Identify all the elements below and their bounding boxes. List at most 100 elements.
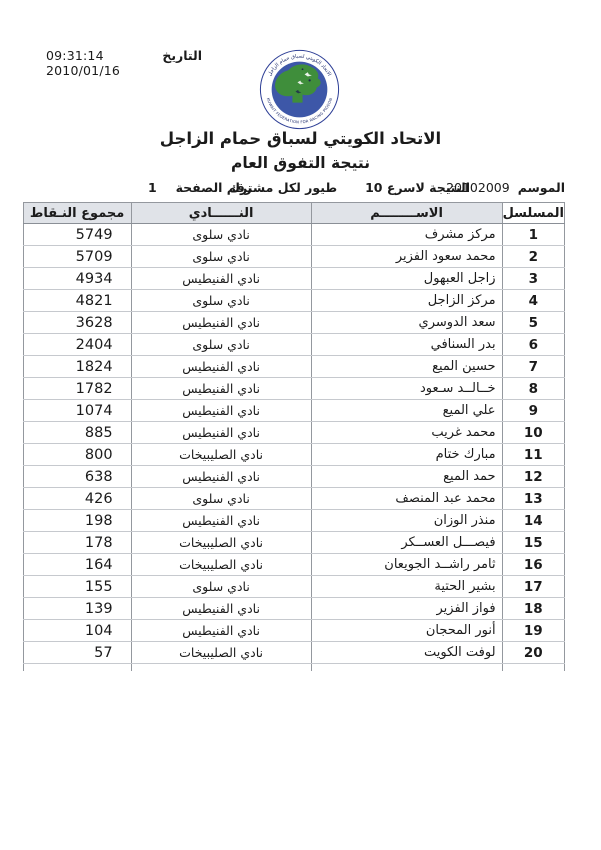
- cell-points: 198: [22, 509, 132, 532]
- cell-points: 1824: [22, 355, 132, 378]
- cell-club: نادي الصليبيخات: [130, 443, 312, 466]
- column-header-points: مجموع النـقاط: [22, 202, 132, 224]
- federation-logo: الاتحاد الكويتي لسباق حمام الزاجل KUWAIT…: [259, 49, 340, 130]
- cell-club: نادي الفنيطيس: [130, 465, 312, 488]
- cell-name: خــالــد سـعود: [310, 377, 503, 400]
- table-row: 12 حمد الميع نادي الفنيطيس 638: [22, 465, 566, 488]
- cell-club: نادي الفنيطيس: [130, 377, 312, 400]
- green-pigeon-shape: [275, 64, 321, 103]
- table-row: 6 بدر السنافي نادي سلوى 2404: [22, 333, 566, 356]
- table-row: 18 فواز الفزير نادي الفنيطيس 139: [22, 597, 566, 620]
- cell-points: 1782: [22, 377, 132, 400]
- cell-points: 57: [22, 641, 132, 664]
- table-row: 14 منذر الوزان نادي الفنيطيس 198: [22, 509, 566, 532]
- cell-serial: 5: [501, 311, 566, 334]
- table-row: 7 حسين الميع نادي الفنيطيس 1824: [22, 355, 566, 378]
- table-row: 16 ثامر راشــد الجويعان نادي الصليبيخات 164: [22, 553, 566, 576]
- cell-points: 5749: [22, 223, 132, 246]
- cell-serial: 6: [501, 333, 566, 356]
- date-label: التاريخ: [162, 48, 202, 63]
- table-row: 9 علي الميع نادي الفنيطيس 1074: [22, 399, 566, 422]
- cell-club: نادي الصليبيخات: [130, 531, 312, 554]
- cell-points: 4821: [22, 289, 132, 312]
- results-table: المسلسل الاســــــــم النــــــادي مجموع…: [22, 202, 566, 671]
- cell-serial: 2: [501, 245, 566, 268]
- cell-points: 164: [22, 553, 132, 576]
- cell-points: 2404: [22, 333, 132, 356]
- table-row: 3 زاجل العبهول نادي الفنيطيس 4934: [22, 267, 566, 290]
- cell-points: 178: [22, 531, 132, 554]
- page-number-value: 1: [148, 180, 157, 195]
- cell-club: نادي الفنيطيس: [130, 597, 312, 620]
- cell-name: مبارك ختام: [310, 443, 503, 466]
- cell-club: نادي الفنيطيس: [130, 267, 312, 290]
- cell-club: نادي سلوى: [130, 333, 312, 356]
- date-value: 09:31:14 2010/01/16: [46, 48, 121, 78]
- empty-cell: [501, 663, 566, 671]
- cell-serial: 16: [501, 553, 566, 576]
- cell-club: نادي الفنيطيس: [130, 355, 312, 378]
- cell-club: نادي الفنيطيس: [130, 421, 312, 444]
- table-header-row: المسلسل الاســــــــم النــــــادي مجموع…: [22, 202, 566, 224]
- cell-club: نادي الفنيطيس: [130, 509, 312, 532]
- cell-name: علي الميع: [310, 399, 503, 422]
- cell-club: نادي سلوى: [130, 289, 312, 312]
- table-row: 5 سعد الدوسري نادي الفنيطيس 3628: [22, 311, 566, 334]
- cell-name: لوفت الكويت: [310, 641, 503, 664]
- page-title: الاتحاد الكويتي لسباق حمام الزاجل: [159, 129, 442, 148]
- season-label: الموسم: [517, 180, 565, 195]
- cell-name: فواز الفزير: [310, 597, 503, 620]
- cell-club: نادي سلوى: [130, 223, 312, 246]
- cell-points: 800: [22, 443, 132, 466]
- cell-points: 1074: [22, 399, 132, 422]
- cell-serial: 3: [501, 267, 566, 290]
- date-row: التاريخ 09:31:14 2010/01/16: [46, 48, 202, 78]
- cell-club: نادي سلوى: [130, 245, 312, 268]
- column-header-club: النــــــادي: [130, 202, 312, 224]
- table-row: 17 بشير الحتية نادي سلوى 155: [22, 575, 566, 598]
- cell-serial: 10: [501, 421, 566, 444]
- cell-points: 104: [22, 619, 132, 642]
- cell-name: مركز الزاجل: [310, 289, 503, 312]
- pigeon-federation-emblem-icon: الاتحاد الكويتي لسباق حمام الزاجل KUWAIT…: [259, 49, 340, 130]
- table-row: 10 محمد غريب نادي الفنيطيس 885: [22, 421, 566, 444]
- cell-name: منذر الوزان: [310, 509, 503, 532]
- page-subtitle: نتيجة التفوق العام: [230, 154, 371, 172]
- empty-cell: [310, 663, 503, 671]
- cell-serial: 8: [501, 377, 566, 400]
- cell-serial: 19: [501, 619, 566, 642]
- cell-name: مركز مشرف: [310, 223, 503, 246]
- cell-name: حمد الميع: [310, 465, 503, 488]
- cell-serial: 13: [501, 487, 566, 510]
- cell-points: 5709: [22, 245, 132, 268]
- season-value: 20102009: [446, 180, 510, 195]
- cell-points: 426: [22, 487, 132, 510]
- partial-empty-row: [22, 663, 566, 671]
- cell-points: 885: [22, 421, 132, 444]
- cell-serial: 20: [501, 641, 566, 664]
- cell-points: 638: [22, 465, 132, 488]
- table-row: 1 مركز مشرف نادي سلوى 5749: [22, 223, 566, 246]
- table-row: 20 لوفت الكويت نادي الصليبيخات 57: [22, 641, 566, 664]
- cell-name: ثامر راشــد الجويعان: [310, 553, 503, 576]
- cell-serial: 17: [501, 575, 566, 598]
- cell-club: نادي الصليبيخات: [130, 641, 312, 664]
- cell-club: نادي الفنيطيس: [130, 399, 312, 422]
- page-number-label: رقم الصفحة: [175, 180, 252, 195]
- cell-points: 3628: [22, 311, 132, 334]
- empty-cell: [22, 663, 132, 671]
- cell-points: 139: [22, 597, 132, 620]
- cell-serial: 4: [501, 289, 566, 312]
- table-row: 15 فيصـــل العســكر نادي الصليبيخات 178: [22, 531, 566, 554]
- result-note-2: طيور لكل مشترك: [228, 180, 338, 195]
- empty-cell: [130, 663, 312, 671]
- cell-name: سعد الدوسري: [310, 311, 503, 334]
- cell-name: محمد غريب: [310, 421, 503, 444]
- cell-name: محمد سعود الفزير: [310, 245, 503, 268]
- cell-club: نادي الفنيطيس: [130, 311, 312, 334]
- table-row: 13 محمد عبد المنصف نادي سلوى 426: [22, 487, 566, 510]
- cell-serial: 7: [501, 355, 566, 378]
- cell-name: فيصـــل العســكر: [310, 531, 503, 554]
- table-row: 8 خــالــد سـعود نادي الفنيطيس 1782: [22, 377, 566, 400]
